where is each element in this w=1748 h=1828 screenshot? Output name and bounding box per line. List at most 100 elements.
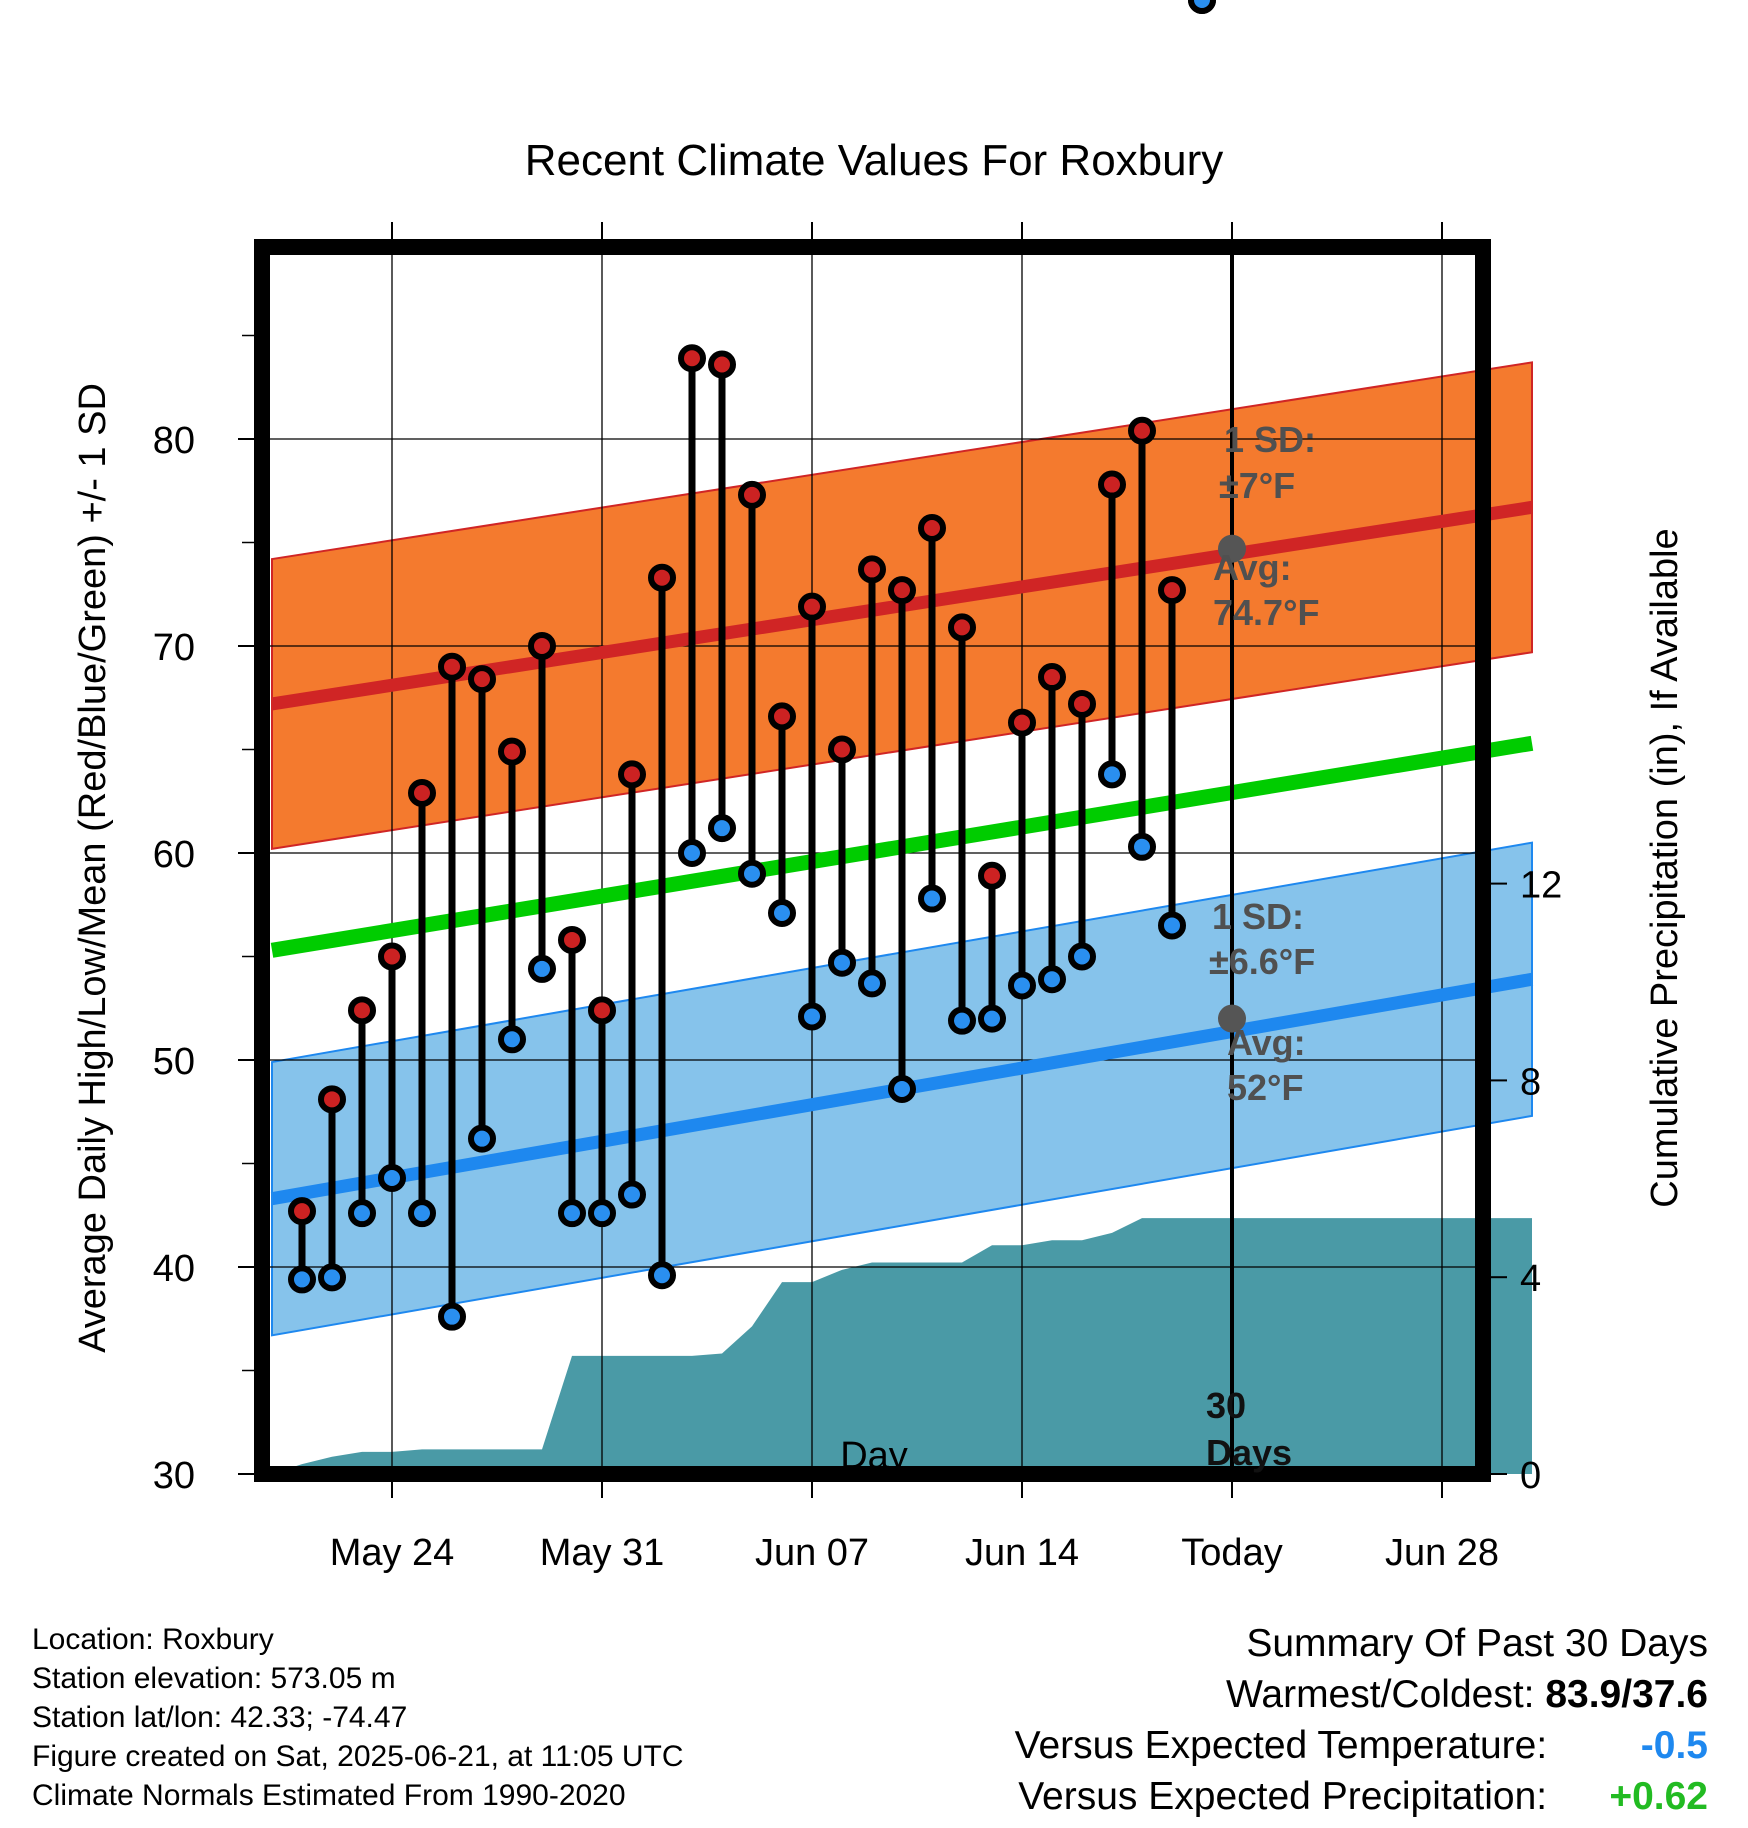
low-point: [1098, 760, 1126, 789]
days-label-text: Days: [1206, 1432, 1292, 1473]
low-point: [528, 954, 556, 983]
high-avg-value: 74.7°F: [1213, 592, 1319, 633]
low-point: [708, 814, 736, 843]
low-avg-label: Avg:: [1227, 1022, 1306, 1063]
high-point: [288, 1197, 316, 1226]
summary-title: Summary Of Past 30 Days: [1246, 1622, 1708, 1665]
high-point: [588, 996, 616, 1025]
y-tick-label: 60: [153, 834, 195, 876]
low-point: [888, 1074, 916, 1103]
high-point: [798, 592, 826, 621]
high-point: [828, 735, 856, 764]
x-tick-label: May 24: [330, 1532, 455, 1574]
high-point: [978, 861, 1006, 890]
high-point: [678, 344, 706, 373]
temp-deviation-label: Versus Expected Temperature:: [1014, 1724, 1548, 1767]
low-point: [378, 1163, 406, 1192]
summary-temp-row: Versus Expected Temperature: -0.5: [1015, 1720, 1708, 1771]
days-label-number: 30: [1206, 1385, 1246, 1426]
low-point: [798, 1002, 826, 1031]
low-point: [1038, 965, 1066, 994]
low-avg-value: 52°F: [1227, 1067, 1303, 1108]
today-avg-low-dot: [1218, 1004, 1246, 1033]
high-point: [1008, 708, 1036, 737]
temperature-marks: [288, 0, 1246, 1331]
low-point: [918, 884, 946, 913]
high-point: [438, 652, 466, 681]
low-point: [648, 1261, 676, 1290]
y2-tick-label: 4: [1520, 1258, 1541, 1300]
low-point: [588, 1199, 616, 1228]
low-point: [498, 1025, 526, 1054]
y2-tick-label: 12: [1520, 865, 1562, 907]
y-tick-label: 70: [153, 627, 195, 669]
high-point: [708, 350, 736, 379]
precip-area: [272, 1218, 1532, 1474]
today-avg-high-dot: [1218, 534, 1246, 563]
low-point: [678, 839, 706, 867]
high-point: [1068, 689, 1096, 718]
high-point: [468, 665, 496, 694]
low-point: [348, 1199, 376, 1228]
chart-title: Recent Climate Values For Roxbury: [525, 136, 1224, 185]
low-point: [618, 1180, 646, 1209]
high-sd-value: ±7°F: [1219, 465, 1295, 506]
summary-precip-row: Versus Expected Precipitation: +0.62: [1015, 1771, 1708, 1822]
low-point: [1158, 911, 1186, 940]
high-point: [1098, 470, 1126, 499]
y-axis-label: Average Daily High/Low/Mean (Red/Blue/Gr…: [72, 383, 114, 1353]
low-sd-label: 1 SD:: [1212, 896, 1304, 937]
high-point: [1128, 416, 1156, 445]
high-point: [1038, 663, 1066, 692]
plot-frame: [254, 239, 1491, 1482]
normals-text: Climate Normals Estimated From 1990-2020: [32, 1779, 626, 1812]
high-point: [768, 702, 796, 731]
y-tick-label: 50: [153, 1041, 195, 1083]
warmest-label: Warmest/Coldest:: [1226, 1673, 1535, 1716]
low-point: [948, 1006, 976, 1035]
x-tick-label: Jun 14: [965, 1532, 1079, 1574]
low-point: [438, 1302, 466, 1331]
low-point: [1068, 942, 1096, 971]
y-tick-label: 40: [153, 1248, 195, 1290]
high-point: [648, 563, 676, 592]
station-info: Location: Roxbury Station elevation: 573…: [32, 1620, 684, 1815]
high-point: [408, 778, 436, 807]
high-point: [948, 613, 976, 642]
high-avg-label: Avg:: [1213, 547, 1292, 588]
high-point: [378, 942, 406, 971]
low-point: [858, 969, 886, 998]
x-tick-label: May 31: [540, 1532, 665, 1574]
high-point: [318, 1085, 346, 1114]
precip-deviation-label: Versus Expected Precipitation:: [1018, 1775, 1548, 1818]
low-point: [318, 1263, 346, 1292]
location-text: Location: Roxbury: [32, 1623, 274, 1656]
elevation-text: Station elevation: 573.05 m: [32, 1662, 396, 1695]
latlon-text: Station lat/lon: 42.33; -74.47: [32, 1701, 408, 1734]
high-point: [888, 576, 916, 605]
summary-panel: Summary Of Past 30 Days Warmest/Coldest:…: [1015, 1618, 1708, 1822]
precip-deviation-value: +0.62: [1609, 1775, 1708, 1818]
y-tick-label: 30: [153, 1455, 195, 1497]
y2-tick-label: 0: [1520, 1455, 1541, 1497]
high-point: [738, 480, 766, 509]
high-point: [558, 925, 586, 954]
created-text: Figure created on Sat, 2025-06-21, at 11…: [32, 1740, 684, 1773]
y2-axis-label: Cumulative Precipitation (in), If Availa…: [1644, 528, 1686, 1207]
high-point: [348, 996, 376, 1025]
high-point: [528, 632, 556, 660]
low-point: [978, 1004, 1006, 1033]
low-point: [288, 1265, 316, 1294]
low-sd-value: ±6.6°F: [1209, 941, 1315, 982]
x-axis-label: Day: [840, 1435, 908, 1477]
low-point: [408, 1199, 436, 1228]
high-sd-label: 1 SD:: [1224, 419, 1316, 460]
low-point: [468, 1124, 496, 1153]
high-point: [858, 555, 886, 584]
low-point: [1128, 832, 1156, 861]
low-point: [1008, 971, 1036, 1000]
x-tick-label: Jun 07: [755, 1532, 869, 1574]
plot-border: [254, 239, 1491, 1482]
low-point: [828, 948, 856, 977]
low-point: [738, 859, 766, 888]
